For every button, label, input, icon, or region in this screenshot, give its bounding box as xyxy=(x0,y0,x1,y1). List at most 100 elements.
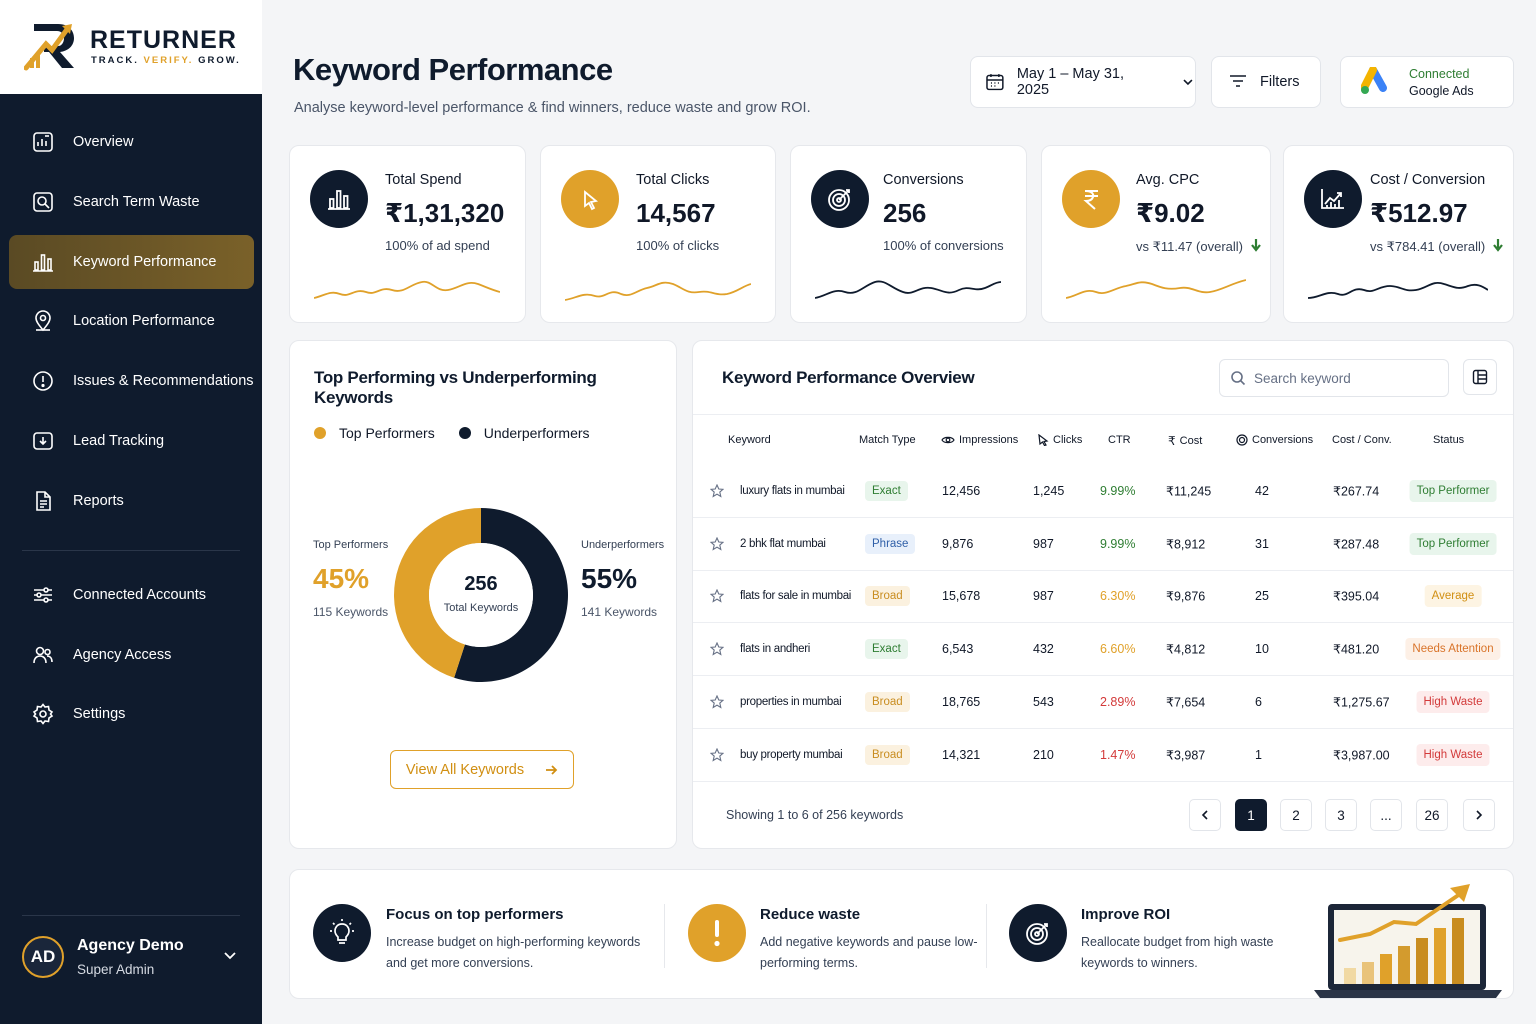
kpi-value: 14,567 xyxy=(636,198,716,228)
page-title: Keyword Performance xyxy=(293,52,613,87)
page-subtitle: Analyse keyword-level performance & find… xyxy=(294,100,811,116)
sidebar-item-label: Settings xyxy=(73,706,126,722)
location-pin-icon xyxy=(31,309,55,333)
tip-text: Increase budget on high-performing keywo… xyxy=(386,935,641,970)
cell-keyword: luxury flats in mumbai xyxy=(740,485,845,497)
tip-divider xyxy=(986,904,987,968)
sidebar: RETURNER TRACK. VERIFY. GROW. Overview S… xyxy=(0,0,262,1024)
laptop-growth-illustration xyxy=(1314,884,1502,998)
keyword-search[interactable] xyxy=(1219,359,1449,397)
sidebar-item-keyword-performance[interactable]: Keyword Performance xyxy=(9,235,254,289)
sidebar-item-connected-accounts[interactable]: Connected Accounts xyxy=(9,568,254,622)
table-row[interactable]: 2 bhk flat mumbai Phrase 9,876 987 9.99% ₹8,9… xyxy=(693,518,1513,571)
keyword-split-panel: Top Performing vs Underperforming Keywor… xyxy=(289,340,677,849)
pagination-prev-button[interactable] xyxy=(1189,799,1221,831)
status-badge: High Waste xyxy=(1416,690,1490,713)
tip-title: Reduce waste xyxy=(760,906,861,923)
col-header-cost-per-conv[interactable]: Cost / Conv. xyxy=(1332,434,1392,446)
star-icon[interactable] xyxy=(710,747,724,762)
tip-title: Focus on top performers xyxy=(386,906,564,923)
cell-ctr: 1.47% xyxy=(1100,747,1136,762)
cell-ctr: 9.99% xyxy=(1100,536,1136,551)
table-row[interactable]: properties in mumbai Broad 18,765 543 2.89% ₹… xyxy=(693,676,1513,729)
sliders-icon xyxy=(31,583,55,607)
cell-conversions: 1 xyxy=(1255,747,1262,762)
cell-conversions: 42 xyxy=(1255,484,1269,498)
google-ads-connection[interactable]: Connected Google Ads xyxy=(1340,56,1514,108)
eye-icon xyxy=(941,436,955,444)
search-icon xyxy=(1231,371,1246,386)
columns-toggle-button[interactable] xyxy=(1463,359,1497,395)
table-row[interactable]: flats in andheri Exact 6,543 432 6.60% ₹4,812… xyxy=(693,623,1513,677)
col-header-ctr[interactable]: CTR xyxy=(1108,434,1131,446)
cell-ctr: 9.99% xyxy=(1100,484,1136,498)
star-icon[interactable] xyxy=(710,694,724,709)
sidebar-item-lead-tracking[interactable]: Lead Tracking xyxy=(9,414,254,468)
col-header-keyword[interactable]: Keyword xyxy=(728,434,771,446)
cell-cost-per-conv: ₹267.74 xyxy=(1333,484,1380,499)
cell-cost-per-conv: ₹1,275.67 xyxy=(1333,695,1390,710)
star-icon[interactable] xyxy=(710,589,724,604)
donut-segment-underperformers xyxy=(454,508,568,682)
cell-impressions: 14,321 xyxy=(942,747,981,762)
filter-icon xyxy=(1230,75,1246,87)
view-all-keywords-button[interactable]: View All Keywords xyxy=(390,750,574,789)
pagination-page-3[interactable]: 3 xyxy=(1325,799,1357,831)
tip-text: Add negative keywords and pause low-perf… xyxy=(760,935,978,970)
kpi-label: Conversions xyxy=(883,172,964,188)
sidebar-item-label: Location Performance xyxy=(73,313,215,329)
pagination-page-2[interactable]: 2 xyxy=(1280,799,1312,831)
cursor-click-icon xyxy=(561,170,619,228)
cell-ctr: 2.89% xyxy=(1100,694,1136,709)
match-type-badge: Broad xyxy=(865,691,910,712)
col-header-match-type[interactable]: Match Type xyxy=(859,434,916,446)
cell-cost-per-conv: ₹395.04 xyxy=(1333,589,1380,604)
table-row[interactable]: flats for sale in mumbai Broad 15,678 987 6.… xyxy=(693,570,1513,624)
kpi-note: vs ₹784.41 (overall) xyxy=(1370,238,1504,255)
pagination-next-button[interactable] xyxy=(1463,799,1495,831)
user-role: Super Admin xyxy=(77,962,155,977)
sidebar-item-search-term-waste[interactable]: Search Term Waste xyxy=(9,175,254,229)
match-type-badge: Exact xyxy=(865,639,908,660)
star-icon[interactable] xyxy=(710,642,724,656)
sidebar-item-overview[interactable]: Overview xyxy=(9,115,254,169)
pagination-page-1[interactable]: 1 xyxy=(1235,799,1267,831)
cell-keyword: flats in andheri xyxy=(740,643,810,656)
col-header-impressions[interactable]: Impressions xyxy=(941,434,1018,446)
cell-cost: ₹4,812 xyxy=(1166,642,1206,657)
col-header-cost[interactable]: ₹ Cost xyxy=(1168,434,1203,448)
arrow-down-icon xyxy=(1250,239,1261,252)
kpi-value: ₹512.97 xyxy=(1370,198,1468,228)
cell-clicks: 987 xyxy=(1033,589,1054,604)
sidebar-item-settings[interactable]: Settings xyxy=(9,687,254,741)
kpi-card-conversions: Conversions 256 100% of conversions xyxy=(790,145,1027,323)
table-row[interactable]: luxury flats in mumbai Exact 12,456 1,245 9.… xyxy=(693,465,1513,518)
overview-icon xyxy=(31,130,55,154)
logo[interactable]: RETURNER TRACK. VERIFY. GROW. xyxy=(0,0,262,94)
cell-clicks: 432 xyxy=(1033,642,1054,657)
table-row[interactable]: buy property mumbai Broad 14,321 210 1.47% ₹3… xyxy=(693,729,1513,782)
cell-cost: ₹9,876 xyxy=(1166,589,1206,604)
star-icon[interactable] xyxy=(710,536,724,551)
chevron-right-icon xyxy=(1476,810,1483,820)
date-range-picker[interactable]: May 1 – May 31, 2025 xyxy=(970,56,1196,108)
pagination-page-last[interactable]: 26 xyxy=(1416,799,1448,831)
filters-button[interactable]: Filters xyxy=(1211,56,1321,108)
cell-impressions: 6,543 xyxy=(942,642,974,657)
col-header-clicks[interactable]: Clicks xyxy=(1038,434,1082,446)
sidebar-item-reports[interactable]: Reports xyxy=(9,474,254,528)
chevron-down-icon[interactable] xyxy=(222,947,238,963)
user-menu[interactable]: AD Agency Demo Super Admin xyxy=(22,933,244,981)
star-icon[interactable] xyxy=(710,484,724,498)
lead-tracking-icon xyxy=(31,429,55,453)
col-header-status[interactable]: Status xyxy=(1433,434,1465,446)
calendar-icon xyxy=(986,74,1004,91)
sidebar-item-agency-access[interactable]: Agency Access xyxy=(9,628,254,682)
kpi-value: ₹9.02 xyxy=(1136,198,1205,228)
cursor-icon xyxy=(1038,434,1049,446)
col-header-conversions[interactable]: Conversions xyxy=(1236,434,1313,446)
sidebar-item-label: Connected Accounts xyxy=(73,587,207,603)
search-input[interactable] xyxy=(1254,370,1434,386)
sidebar-item-location-performance[interactable]: Location Performance xyxy=(9,294,254,348)
sidebar-item-issues-recommendations[interactable]: Issues & Recommendations xyxy=(9,354,254,408)
